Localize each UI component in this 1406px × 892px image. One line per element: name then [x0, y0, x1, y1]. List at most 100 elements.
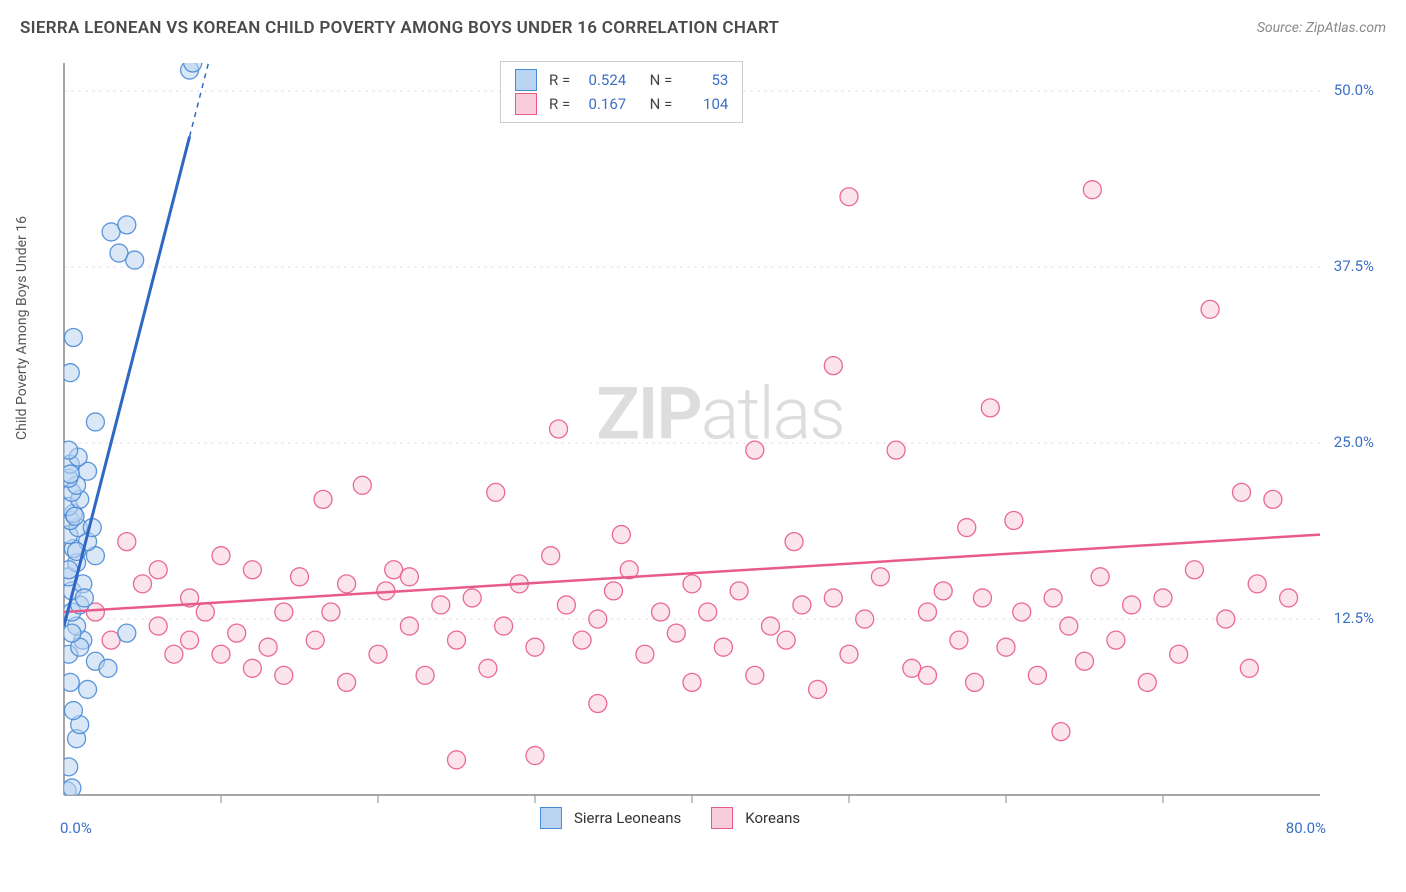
data-point — [785, 533, 803, 551]
data-point — [589, 610, 607, 628]
data-point — [746, 666, 764, 684]
data-point — [1170, 645, 1188, 663]
data-point — [79, 680, 97, 698]
data-point — [887, 441, 905, 459]
data-point — [981, 399, 999, 417]
legend-item: Sierra Leoneans — [540, 807, 681, 829]
data-point — [243, 561, 261, 579]
data-point — [1233, 483, 1251, 501]
data-point — [557, 596, 575, 614]
data-point — [612, 526, 630, 544]
data-point — [432, 596, 450, 614]
legend-swatch — [540, 807, 562, 829]
data-point — [809, 680, 827, 698]
legend-swatch — [515, 69, 537, 91]
data-point — [1123, 596, 1141, 614]
data-point — [149, 617, 167, 635]
legend-item: Koreans — [711, 807, 800, 829]
data-point — [63, 779, 81, 797]
data-point — [683, 673, 701, 691]
data-point — [322, 603, 340, 621]
data-point — [212, 547, 230, 565]
data-point — [997, 638, 1015, 656]
data-point — [118, 624, 136, 642]
data-point — [1240, 659, 1258, 677]
data-point — [118, 216, 136, 234]
n-value: 104 — [680, 92, 728, 116]
data-point — [338, 575, 356, 593]
data-point — [64, 702, 82, 720]
y-tick-label: 50.0% — [1334, 81, 1374, 99]
n-label: N = — [650, 92, 673, 116]
data-point — [448, 631, 466, 649]
data-point — [134, 575, 152, 593]
data-point — [400, 617, 418, 635]
legend-swatch — [515, 93, 537, 115]
data-point — [652, 603, 670, 621]
data-point — [448, 751, 466, 769]
data-point — [479, 659, 497, 677]
data-point — [1264, 490, 1282, 508]
r-value: 0.524 — [578, 68, 626, 92]
series-legend: Sierra Leoneans Koreans — [540, 807, 800, 829]
data-point — [338, 673, 356, 691]
data-point — [605, 582, 623, 600]
data-point — [973, 589, 991, 607]
trend-line-sierra — [64, 136, 190, 626]
stats-row: R =0.167 N =104 — [515, 92, 728, 116]
data-point — [400, 568, 418, 586]
data-point — [275, 603, 293, 621]
data-point — [573, 631, 591, 649]
data-point — [526, 638, 544, 656]
data-point — [958, 519, 976, 537]
data-point — [275, 666, 293, 684]
data-point — [291, 568, 309, 586]
chart-title: SIERRA LEONEAN VS KOREAN CHILD POVERTY A… — [20, 18, 779, 38]
data-point — [730, 582, 748, 600]
data-point — [212, 645, 230, 663]
data-point — [840, 188, 858, 206]
data-point — [526, 747, 544, 765]
data-point — [416, 666, 434, 684]
data-point — [463, 589, 481, 607]
data-point — [353, 476, 371, 494]
data-point — [228, 624, 246, 642]
data-point — [1028, 666, 1046, 684]
data-point — [1091, 568, 1109, 586]
data-point — [950, 631, 968, 649]
data-point — [75, 589, 93, 607]
data-point — [306, 631, 324, 649]
data-point — [165, 645, 183, 663]
data-point — [60, 758, 78, 776]
data-point — [746, 441, 764, 459]
data-point — [149, 561, 167, 579]
plot-area: R =0.524 N =53R =0.167 N =104 ZIPatlas S… — [60, 55, 1380, 835]
data-point — [1013, 603, 1031, 621]
data-point — [589, 695, 607, 713]
data-point — [871, 568, 889, 586]
x-tick-label: 0.0% — [60, 819, 92, 837]
data-point — [1185, 561, 1203, 579]
data-point — [1076, 652, 1094, 670]
data-point — [66, 507, 84, 525]
data-point — [919, 603, 937, 621]
data-point — [699, 603, 717, 621]
data-point — [64, 329, 82, 347]
data-point — [840, 645, 858, 663]
data-point — [110, 244, 128, 262]
data-point — [181, 631, 199, 649]
data-point — [636, 645, 654, 663]
legend-label: Koreans — [745, 809, 800, 827]
data-point — [196, 603, 214, 621]
data-point — [60, 441, 78, 459]
data-point — [259, 638, 277, 656]
r-label: R = — [549, 68, 570, 92]
scatter-chart — [60, 55, 1380, 835]
data-point — [762, 617, 780, 635]
data-point — [1248, 575, 1266, 593]
legend-label: Sierra Leoneans — [574, 809, 681, 827]
source-attribution: Source: ZipAtlas.com — [1257, 20, 1386, 36]
stats-row: R =0.524 N =53 — [515, 68, 728, 92]
data-point — [184, 55, 202, 72]
data-point — [118, 533, 136, 551]
